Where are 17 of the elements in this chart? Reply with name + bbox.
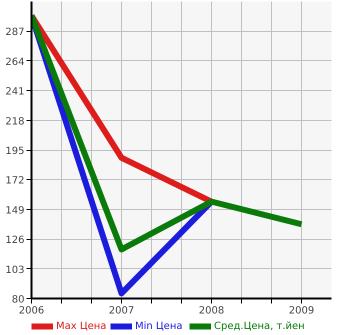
y-tick-label: 172 xyxy=(5,176,25,187)
legend-label: Max Цена xyxy=(56,320,106,332)
x-tick-label: 2007 xyxy=(108,306,134,316)
x-tick-label: 2009 xyxy=(288,306,314,316)
legend-label: Min Цена xyxy=(135,320,183,332)
y-tick-label: 195 xyxy=(5,146,25,157)
legend-label: Сред.Цена, т.йен xyxy=(214,320,305,332)
x-tick-label: 2008 xyxy=(198,306,224,316)
x-tick-label: 2006 xyxy=(18,306,44,316)
y-tick-label: 241 xyxy=(5,86,25,98)
y-tick-label: 80 xyxy=(12,294,25,306)
y-tick-label: 218 xyxy=(5,116,25,128)
y-tick-label: 126 xyxy=(5,235,25,246)
y-tick-label: 149 xyxy=(5,205,25,216)
y-tick-label: 287 xyxy=(5,27,25,38)
y-tick-label: 103 xyxy=(5,264,25,276)
y-tick-label: 264 xyxy=(5,56,25,68)
